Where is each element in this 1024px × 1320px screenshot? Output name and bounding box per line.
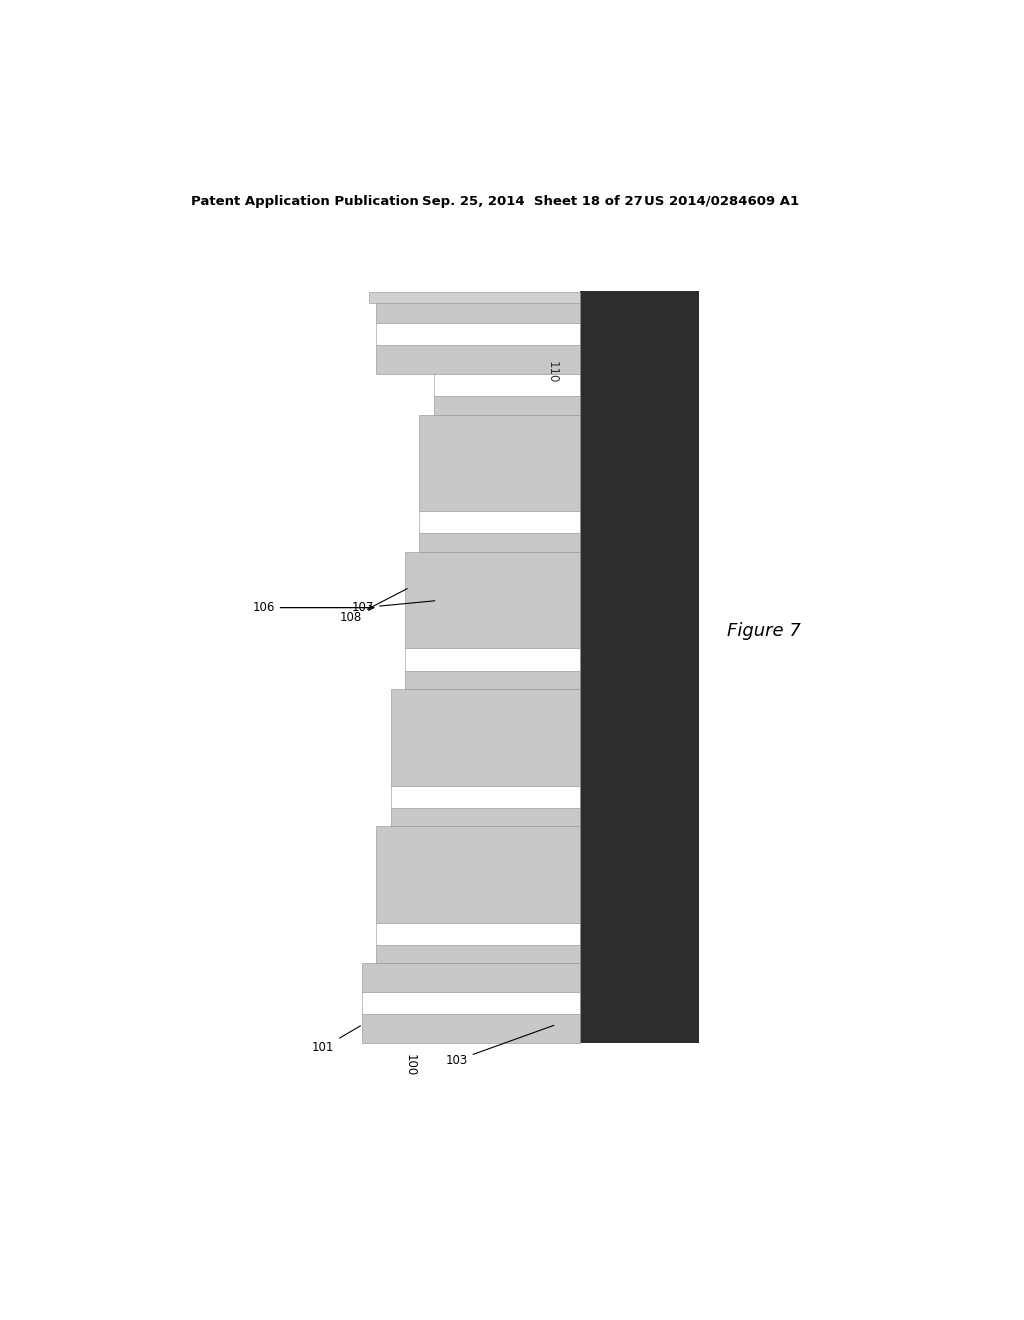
Text: Patent Application Publication: Patent Application Publication — [191, 194, 419, 207]
Bar — [404, 552, 581, 648]
Bar — [377, 923, 581, 945]
Bar — [419, 533, 581, 552]
Bar — [362, 1014, 581, 1043]
Bar — [362, 964, 581, 991]
Bar — [433, 374, 581, 396]
Bar — [370, 292, 581, 302]
Bar — [581, 290, 699, 1043]
Bar — [377, 323, 581, 346]
Text: 107: 107 — [351, 601, 435, 614]
Bar — [377, 826, 581, 923]
Text: 106: 106 — [253, 601, 374, 614]
Text: 108: 108 — [340, 589, 408, 624]
Bar — [419, 511, 581, 533]
Bar — [391, 808, 581, 826]
Text: 101: 101 — [312, 1026, 360, 1055]
Bar — [419, 414, 581, 511]
Bar — [377, 945, 581, 964]
Bar — [404, 648, 581, 671]
Text: US 2014/0284609 A1: US 2014/0284609 A1 — [644, 194, 799, 207]
Bar — [377, 302, 581, 323]
Bar — [362, 991, 581, 1014]
Bar — [391, 689, 581, 785]
Bar — [377, 346, 581, 374]
Text: Figure 7: Figure 7 — [727, 622, 801, 640]
Bar — [391, 785, 581, 808]
Text: 100: 100 — [403, 1053, 416, 1076]
Bar — [433, 396, 581, 414]
Text: 110: 110 — [546, 360, 559, 383]
Text: 103: 103 — [445, 1026, 554, 1067]
Bar — [404, 671, 581, 689]
Text: Sep. 25, 2014  Sheet 18 of 27: Sep. 25, 2014 Sheet 18 of 27 — [422, 194, 642, 207]
